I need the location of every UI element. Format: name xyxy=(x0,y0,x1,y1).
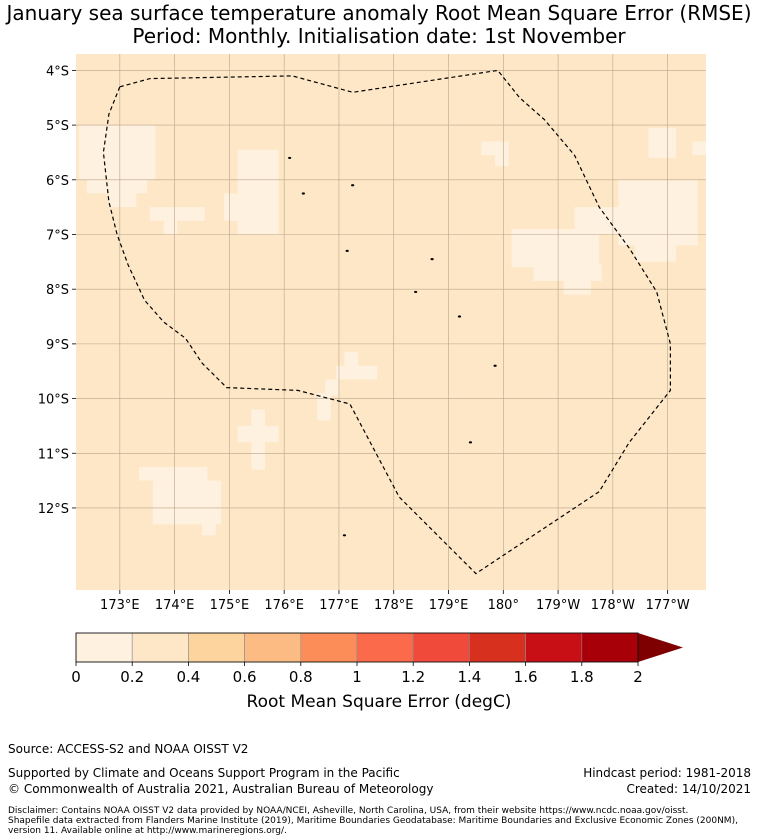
x-tick-label: 180° xyxy=(488,598,519,613)
low-error-cell xyxy=(634,245,676,262)
y-tick-label: 12°S xyxy=(38,502,69,517)
hindcast-period: Hindcast period: 1981-2018 xyxy=(583,766,751,780)
island-marker xyxy=(430,258,434,261)
low-error-cell xyxy=(563,278,591,295)
island-marker xyxy=(468,441,473,444)
island-marker xyxy=(414,290,418,294)
colorbar-segment xyxy=(188,632,245,663)
colorbar-segment xyxy=(244,632,302,663)
island-marker xyxy=(457,315,462,318)
y-tick-label: 4°S xyxy=(46,64,69,79)
colorbar-tick-label: 0.6 xyxy=(233,668,257,686)
y-tick-label: 8°S xyxy=(46,283,69,298)
y-tick-label: 10°S xyxy=(38,393,69,408)
island-marker xyxy=(351,184,355,187)
low-error-cell xyxy=(202,521,216,536)
low-error-cell xyxy=(511,229,600,268)
low-error-cell xyxy=(344,352,359,366)
colorbar-tick-label: 1.8 xyxy=(570,668,594,686)
low-error-cell xyxy=(618,179,698,246)
colorbar-extend-arrow xyxy=(638,633,683,662)
colorbar: 0 0.2 0.4 0.6 0.8 1 1.2 1.4 1.6 1.8 2 xyxy=(71,632,683,686)
colorbar-tick-label: 2 xyxy=(633,668,643,686)
colorbar-segment xyxy=(469,632,526,663)
island-marker xyxy=(288,156,292,160)
source-text: Source: ACCESS-S2 and NOAA OISST V2 xyxy=(8,742,249,756)
colorbar-segment xyxy=(581,632,639,663)
colorbar-tick-label: 1 xyxy=(352,668,362,686)
low-error-cell xyxy=(692,141,706,156)
low-error-cell xyxy=(325,379,339,396)
colorbar-tick-label: 0.8 xyxy=(289,668,313,686)
map-title: January sea surface temperature anomaly … xyxy=(6,1,752,25)
map-subtitle: Period: Monthly. Initialisation date: 1s… xyxy=(132,24,626,48)
low-error-cell xyxy=(139,466,208,481)
island-marker xyxy=(345,249,349,252)
low-error-cell xyxy=(336,365,378,380)
island-marker xyxy=(301,192,305,195)
low-error-cell xyxy=(648,127,676,158)
x-tick-label: 178°E xyxy=(374,598,414,613)
x-tick-label: 173°E xyxy=(100,598,140,613)
disclaimer: Disclaimer: Contains NOAA OISST V2 data … xyxy=(8,806,758,836)
disclaimer-line: Disclaimer: Contains NOAA OISST V2 data … xyxy=(8,806,689,816)
low-error-cell xyxy=(495,152,509,167)
eez-boundary-line xyxy=(102,69,671,575)
longitude-axis: 173°E 174°E 175°E 176°E 177°E 178°E 179°E 180° 1… xyxy=(100,590,690,613)
low-error-cell xyxy=(481,141,509,156)
low-error-cell xyxy=(223,193,241,221)
low-error-cell xyxy=(533,264,602,281)
graticule xyxy=(76,54,706,590)
x-tick-label: 179°W xyxy=(536,598,580,613)
low-error-cell xyxy=(237,149,279,235)
colorbar-segment xyxy=(131,632,189,663)
colorbar-tick-label: 0.2 xyxy=(120,668,144,686)
y-tick-label: 6°S xyxy=(46,174,69,189)
x-tick-label: 175°E xyxy=(210,598,250,613)
y-tick-label: 9°S xyxy=(46,338,69,353)
colorbar-tick-label: 1.6 xyxy=(514,668,538,686)
copyright-text: © Commonwealth of Australia 2021, Austra… xyxy=(8,782,434,796)
latitude-axis: 4°S 5°S 6°S 7°S 8°S 9°S 10°S 11°S 12°S xyxy=(38,64,76,517)
y-tick-label: 11°S xyxy=(38,447,69,462)
disclaimer-line: version 11. Available online at http://w… xyxy=(8,826,287,836)
colorbar-label: Root Mean Square Error (degC) xyxy=(246,692,512,712)
low-error-cell xyxy=(237,425,279,443)
y-tick-label: 7°S xyxy=(46,228,69,243)
colorbar-tick-label: 0.4 xyxy=(176,668,200,686)
x-tick-label: 174°E xyxy=(155,598,195,613)
low-error-cell xyxy=(152,480,222,525)
x-tick-label: 178°W xyxy=(591,598,635,613)
low-error-cell xyxy=(78,125,156,180)
colorbar-segment xyxy=(412,632,470,663)
low-error-cell xyxy=(251,442,265,470)
created-date: Created: 14/10/2021 xyxy=(626,782,751,796)
low-error-cell xyxy=(149,207,205,221)
low-error-cell xyxy=(108,179,137,208)
map-figure: 173°E 174°E 175°E 176°E 177°E 178°E 179°E 180° 1… xyxy=(38,54,706,686)
island-marker xyxy=(342,534,347,537)
colorbar-segment xyxy=(300,632,358,663)
y-tick-label: 5°S xyxy=(46,119,69,134)
low-error-cell xyxy=(251,409,265,426)
colorbar-tick-label: 0 xyxy=(71,668,81,686)
low-error-cell xyxy=(317,393,331,421)
colorbar-segment xyxy=(525,632,583,663)
low-error-cell xyxy=(163,220,178,235)
support-text: Supported by Climate and Oceans Support … xyxy=(8,766,400,780)
x-tick-label: 177°E xyxy=(319,598,359,613)
x-tick-label: 179°E xyxy=(429,598,469,613)
x-tick-label: 177°W xyxy=(646,598,690,613)
colorbar-tick-label: 1.4 xyxy=(457,668,481,686)
rmse-field xyxy=(78,125,706,536)
colorbar-tick-label: 1.2 xyxy=(401,668,425,686)
disclaimer-line: Shapefile data extracted from Flanders M… xyxy=(8,816,738,826)
island-marker xyxy=(493,364,497,367)
colorbar-segment xyxy=(75,632,133,663)
islands xyxy=(288,156,497,537)
x-tick-label: 176°E xyxy=(264,598,304,613)
colorbar-segment xyxy=(356,632,414,663)
